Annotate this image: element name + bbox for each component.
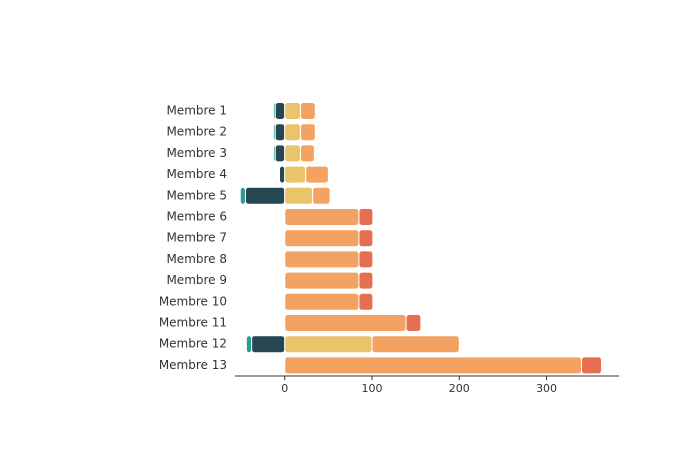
category-label: Membre 5 <box>166 188 227 202</box>
bar-segment <box>358 271 374 290</box>
bar-segment <box>284 292 360 311</box>
bar-segment <box>358 250 374 269</box>
bar-segment <box>284 335 373 354</box>
bar-segment <box>284 123 301 142</box>
category-label: Membre 11 <box>159 316 227 330</box>
category-label: Membre 6 <box>166 210 227 224</box>
bar-segment <box>358 292 374 311</box>
bar-segment <box>284 250 360 269</box>
bar-segment <box>284 208 360 226</box>
bar-segment <box>312 186 331 205</box>
category-label: Membre 1 <box>166 104 227 118</box>
bar-segment <box>284 165 307 184</box>
bar-segment <box>284 356 582 375</box>
category-label: Membre 8 <box>166 252 227 266</box>
bar-segment <box>580 356 603 375</box>
category-labels: Membre 1 Membre 2 Membre 3 Membre 4 Membre 5… <box>159 104 227 372</box>
bar-segment <box>245 335 253 354</box>
category-label: Membre 3 <box>166 146 227 160</box>
category-label: Membre 2 <box>166 125 227 139</box>
bar-segment <box>251 335 286 354</box>
bar-segment <box>274 102 286 120</box>
bar-segment <box>284 102 301 120</box>
bars-layer <box>239 102 603 375</box>
category-label: Membre 10 <box>159 294 227 308</box>
x-axis-ticks: 0 100 200 300 <box>281 376 557 395</box>
category-label: Membre 7 <box>166 231 227 245</box>
bar-segment <box>284 271 360 290</box>
bar-segment <box>299 123 316 142</box>
bar-segment <box>284 144 301 163</box>
bar-segment <box>239 186 246 205</box>
category-label: Membre 12 <box>159 337 227 351</box>
bar-segment <box>371 335 460 354</box>
bar-segment <box>284 186 314 205</box>
bar-segment <box>274 123 286 142</box>
bar-segment <box>305 165 329 184</box>
bar-segment <box>299 144 315 163</box>
x-tick-label: 300 <box>536 382 557 395</box>
bar-segment <box>274 144 286 163</box>
category-label: Membre 13 <box>159 358 227 372</box>
x-tick-label: 0 <box>281 382 288 395</box>
bar-segment <box>299 102 316 120</box>
bar-segment <box>284 229 360 248</box>
bar-segment <box>272 102 276 120</box>
bar-segment <box>244 186 286 205</box>
x-tick-label: 200 <box>449 382 470 395</box>
x-tick-label: 100 <box>362 382 383 395</box>
bar-segment <box>279 165 286 184</box>
category-label: Membre 4 <box>166 167 227 181</box>
bar-segment <box>284 314 407 332</box>
bar-segment <box>358 229 374 248</box>
bar-segment <box>272 144 276 163</box>
bar-segment <box>272 123 276 142</box>
category-label: Membre 9 <box>166 273 227 287</box>
bar-segment <box>358 208 374 226</box>
bar-segment <box>405 314 422 332</box>
